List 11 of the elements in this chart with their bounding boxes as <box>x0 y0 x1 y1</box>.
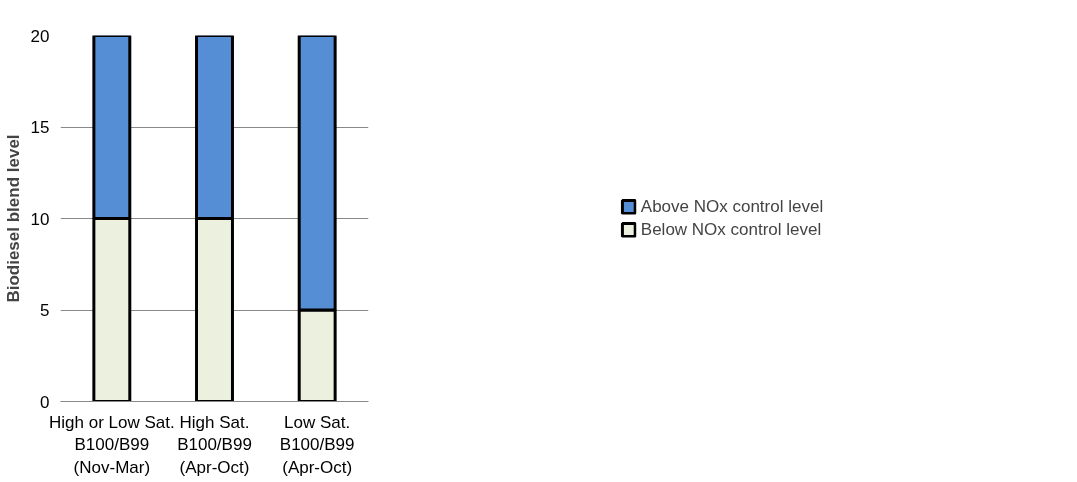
y-tick-label: 10 <box>30 209 50 229</box>
y-axis-title: Biodiesel blend level <box>3 134 23 303</box>
x-tick-label: High Sat. B100/B99 (Apr-Oct) <box>177 412 252 478</box>
legend-label: Above NOx control level <box>640 196 824 217</box>
y-tick-label: 5 <box>40 301 50 320</box>
y-tick-label: 20 <box>30 26 50 46</box>
y-tick-label: 0 <box>40 392 50 412</box>
y-tick-label: 15 <box>30 118 50 137</box>
legend-label: Below NOx control level <box>640 219 822 240</box>
x-tick-label: Low Sat. B100/B99 (Apr-Oct) <box>279 412 355 478</box>
x-tick-label: High or Low Sat. B100/B99 (Nov-Mar) <box>49 412 175 478</box>
